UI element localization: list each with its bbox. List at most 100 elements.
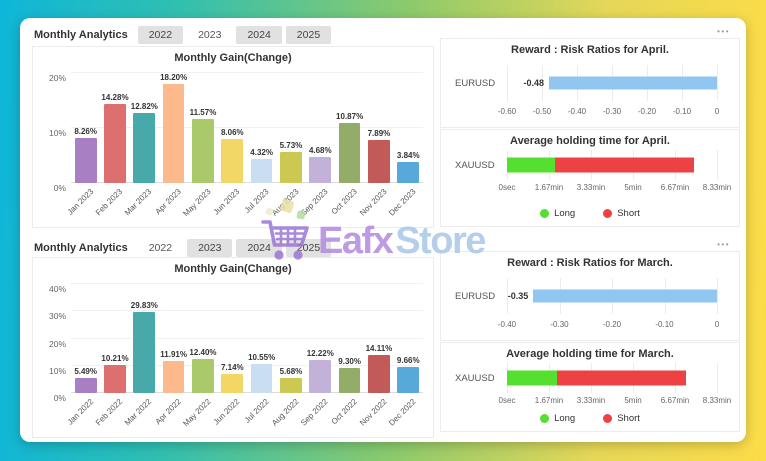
legend-item-short[interactable]: Short <box>603 413 640 424</box>
row2-menu-ellipsis-icon[interactable]: ••• <box>717 240 730 249</box>
tab-2025[interactable]: 2025 <box>285 238 332 258</box>
x-axis-tick-label: 1.67min <box>534 183 564 192</box>
bar-value-label: 12.82% <box>130 101 158 111</box>
bar-slot: 5.68% <box>276 284 305 393</box>
x-axis-slot: Oct 2023 <box>330 185 364 225</box>
x-axis-slot: Mar 2023 <box>123 185 159 225</box>
tab-2023[interactable]: 2023 <box>187 25 233 45</box>
bar-slot: 5.73% <box>276 73 305 183</box>
bar-value-label: 10.21% <box>101 354 129 364</box>
x-axis-slot: Jun 2023 <box>212 185 247 225</box>
x-axis-tick-label: -0.40 <box>567 107 587 116</box>
x-axis-tick-label: -0.30 <box>602 107 622 116</box>
row1-title: Monthly Analytics <box>34 29 128 41</box>
tab-2024[interactable]: 2024 <box>236 238 282 258</box>
x-axis-slot: Sep 2023 <box>299 185 335 225</box>
x-axis-slot: Feb 2022 <box>94 395 129 435</box>
bar <box>221 138 244 183</box>
bar <box>74 137 97 183</box>
bar-value-label: 10.55% <box>248 353 276 363</box>
bar-slot: 11.57% <box>188 73 217 183</box>
bar-value-label: 4.68% <box>308 146 332 156</box>
bar-slot: 10.55% <box>247 284 276 393</box>
x-axis-slot: Apr 2022 <box>154 395 188 435</box>
bar-slot: 4.68% <box>306 73 335 183</box>
x-axis-slot: May 2023 <box>181 185 217 225</box>
x-axis-tick-label: -0.30 <box>550 320 569 329</box>
bar <box>309 157 332 183</box>
row1-menu-ellipsis-icon[interactable]: ••• <box>717 27 730 36</box>
tab-2025[interactable]: 2025 <box>285 25 332 45</box>
bar-value-label: 3.84% <box>396 150 420 160</box>
x-axis-tick-label: 6.67min <box>660 396 690 405</box>
bar <box>104 365 126 393</box>
x-axis-tick-label: -0.50 <box>532 107 552 116</box>
tab-2024[interactable]: 2024 <box>236 25 282 45</box>
bar <box>250 364 273 393</box>
x-axis-slot: Oct 2022 <box>330 395 364 435</box>
x-axis-tick-label: Oct 2023 <box>329 187 359 217</box>
chart-title: Reward : Risk Ratios for March. <box>507 257 673 269</box>
risk-ratio-value-label: -0.48 <box>523 78 544 88</box>
bar-slot: 9.66% <box>394 284 423 393</box>
holding-time-segment-long <box>507 370 558 386</box>
legend-item-long[interactable]: Long <box>540 208 575 219</box>
bar-slot: 10.21% <box>100 284 129 393</box>
dashboard-card: Monthly Analytics 2022 2023 2024 2025 ••• M… <box>20 18 746 442</box>
monthly-gain-2023-chart-panel: Monthly Gain(Change) 0% 10% 20% 8.26% 14.28% 1… <box>32 46 434 228</box>
x-axis-slot: Aug 2023 <box>270 185 305 225</box>
x-axis-tick-label: 5min <box>624 396 642 405</box>
x-axis-tick-label: Apr 2023 <box>153 187 183 217</box>
bar-value-label: 5.49% <box>74 367 97 377</box>
legend-dot-icon <box>603 209 613 218</box>
tab-2022[interactable]: 2022 <box>137 25 184 45</box>
legend-dot-icon <box>603 414 613 423</box>
instrument-label: EURUSD <box>455 291 496 302</box>
x-axis-labels: Jan 2022 Feb 2022 Mar 2022 Apr 2022 May 2022… <box>65 395 423 435</box>
bar-slot: 14.11% <box>364 284 393 393</box>
bar-value-label: 7.89% <box>367 128 391 138</box>
bar-slot: 12.82% <box>130 73 159 183</box>
gridline <box>507 278 508 314</box>
bar-value-label: 4.32% <box>250 148 273 158</box>
risk-ratio-plot: -0.48 <box>507 65 718 101</box>
risk-ratio-march-panel: Reward : Risk Ratios for March. EURUSD -0.… <box>440 251 740 341</box>
legend-item-short[interactable]: Short <box>603 208 640 219</box>
legend-label: Short <box>617 208 640 219</box>
bar-slot: 18.20% <box>159 73 188 183</box>
x-axis-tick-label: 1.67min <box>534 396 564 405</box>
x-axis-tick-label: Oct 2022 <box>329 397 359 427</box>
bar-value-label: 9.66% <box>396 355 420 365</box>
chart-title: Monthly Gain(Change) <box>174 52 292 64</box>
bar-value-label: 11.57% <box>189 108 217 118</box>
bar <box>368 139 390 183</box>
x-axis-tick-label: 3.33min <box>576 183 606 192</box>
x-axis-slot: Dec 2023 <box>387 185 423 225</box>
x-axis-slot: Jul 2023 <box>243 185 276 225</box>
x-axis-slot: Aug 2022 <box>270 395 305 435</box>
x-axis-slot: Feb 2023 <box>94 185 129 225</box>
tab-2022[interactable]: 2022 <box>137 238 184 258</box>
x-axis-tick-label: 0 <box>714 107 720 116</box>
risk-ratio-bar <box>549 76 717 90</box>
gridline <box>71 364 423 366</box>
bar-slot: 7.14% <box>218 284 247 393</box>
x-axis-tick-label: -0.10 <box>655 320 674 329</box>
tab-2023[interactable]: 2023 <box>187 238 233 258</box>
bar-slot: 11.91% <box>159 284 188 393</box>
bar <box>397 366 420 393</box>
bar-chart-plot: 0% 10% 20% 30% 40% 5.49% 10.21% 29.83% 11.91% 12.… <box>49 283 423 403</box>
bar <box>250 159 273 183</box>
bar-slot: 3.84% <box>394 73 423 183</box>
legend-item-long[interactable]: Long <box>540 413 575 424</box>
gridline <box>71 72 423 73</box>
x-axis-slot: Mar 2022 <box>123 395 159 435</box>
x-axis-slot: Dec 2022 <box>387 395 423 435</box>
bar <box>280 151 302 183</box>
bar-slot: 9.30% <box>335 284 364 393</box>
chart-title: Average holding time for April. <box>510 135 670 147</box>
x-axis-tick-label: 8.33min <box>702 183 732 192</box>
chart-legend: Long Short <box>441 413 739 424</box>
bar-value-label: 8.26% <box>74 126 97 136</box>
row1-header: Monthly Analytics 2022 2023 2024 2025 <box>34 24 332 46</box>
